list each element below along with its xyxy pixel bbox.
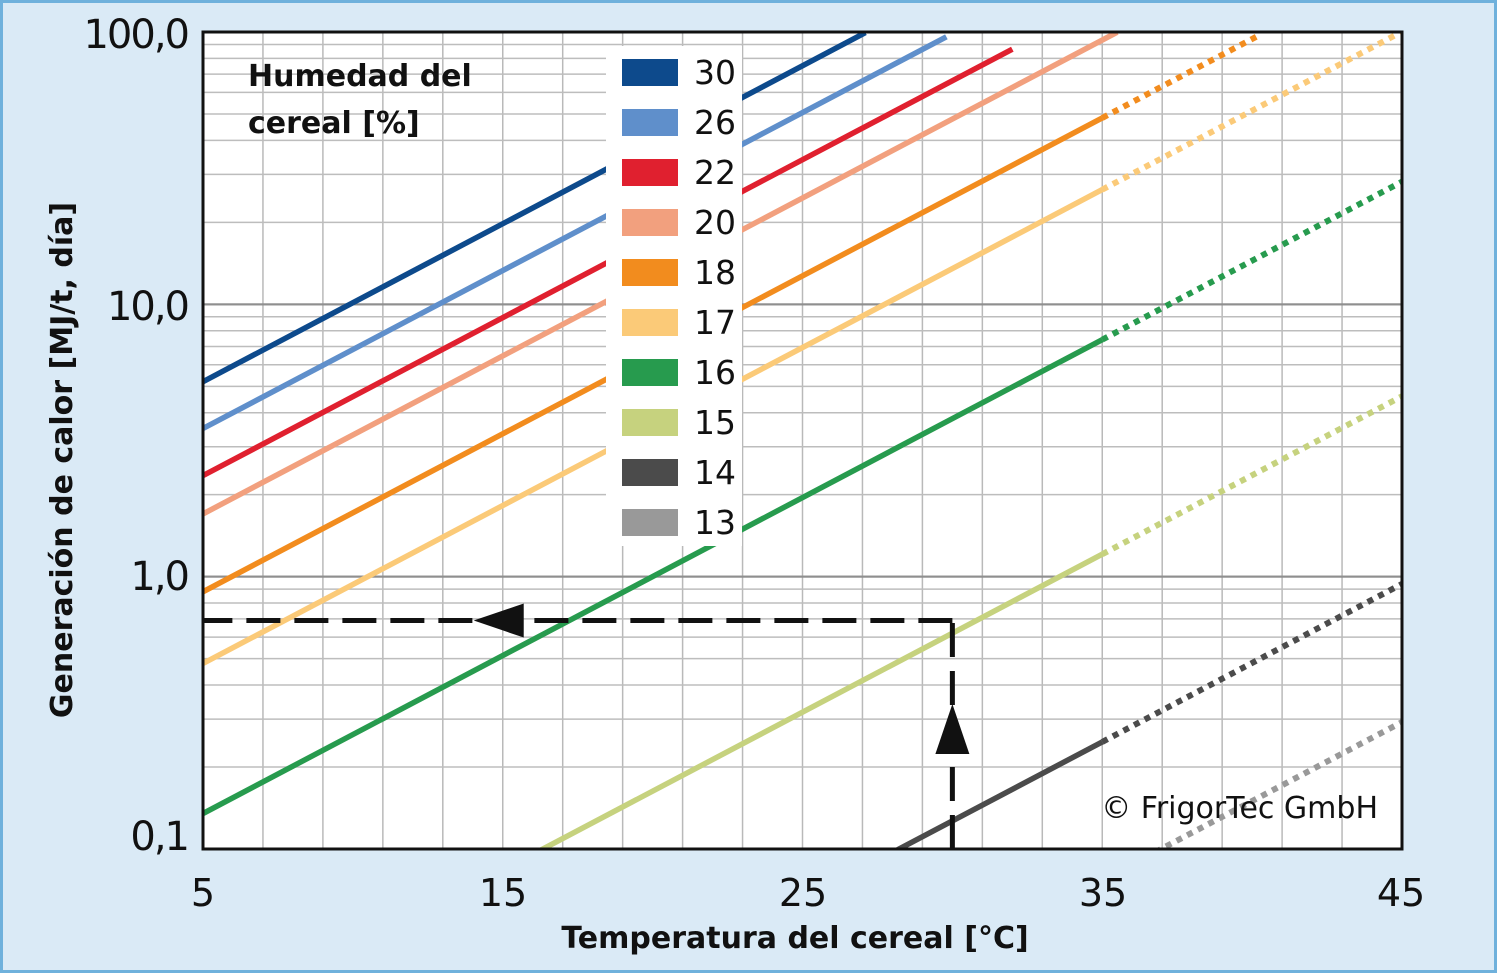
- x-tick-label: 35: [1079, 871, 1127, 915]
- annotation-layer: [203, 603, 970, 849]
- y-tick-label: 1,0: [130, 554, 188, 600]
- legend-label-16: 16: [694, 353, 736, 392]
- series-extrapolation-15: [1100, 393, 1402, 557]
- y-tick-label: 10,0: [107, 284, 188, 330]
- y-tick-label: 0,1: [130, 814, 188, 860]
- series-extrapolation-13: [1154, 719, 1402, 849]
- annotation-arrow-left: [473, 603, 524, 638]
- x-tick-label: 5: [191, 871, 215, 915]
- legend-title-line-1: Humedad del: [248, 59, 472, 94]
- y-tick-labels: 100,0 10,0 1,0 0,1: [83, 12, 190, 860]
- legend-swatch-22: [622, 159, 678, 186]
- plot-border: [201, 30, 1404, 851]
- legend-swatch-18: [622, 259, 678, 286]
- legend-swatch-30: [622, 59, 678, 86]
- legend-label-17: 17: [694, 303, 736, 342]
- legend-swatch-14: [622, 459, 678, 486]
- legend-label-14: 14: [694, 453, 736, 492]
- x-tick-label: 45: [1377, 871, 1425, 915]
- series-extrapolation-16: [1100, 179, 1402, 343]
- series-line-15: [536, 551, 1104, 849]
- annotation-arrow-up: [935, 704, 970, 754]
- y-tick-label: 100,0: [83, 12, 188, 58]
- x-tick-label: 15: [479, 871, 527, 915]
- legend-label-30: 30: [694, 53, 736, 92]
- series-extrapolation-14: [1100, 581, 1402, 745]
- series-line-26: [203, 34, 948, 431]
- legend-label-15: 15: [694, 403, 736, 442]
- x-tick-label: 25: [779, 871, 827, 915]
- x-axis-title: Temperatura del cereal [°C]: [561, 921, 1028, 956]
- legend-label-18: 18: [694, 253, 736, 292]
- grid: [203, 32, 1402, 849]
- legend-label-13: 13: [694, 503, 736, 542]
- legend-items: 30 26 22 20 18 17 16 15 14 13: [622, 53, 736, 542]
- y-axis-title: Generación de calor [MJ/t, día]: [45, 202, 80, 718]
- series-line-30: [203, 32, 867, 385]
- legend-swatch-15: [622, 409, 678, 436]
- legend-title-line-2: cereal [%]: [248, 106, 420, 141]
- series-line-14: [893, 739, 1104, 849]
- legend-label-26: 26: [694, 103, 736, 142]
- series-layer: [203, 32, 1402, 849]
- legend-swatch-17: [622, 309, 678, 336]
- series-line-16: [203, 337, 1104, 816]
- copyright-notice: © FrigorTec GmbH: [1101, 791, 1378, 826]
- legend-swatch-13: [622, 509, 678, 536]
- series-extrapolation-17: [1100, 32, 1402, 193]
- legend-label-20: 20: [694, 203, 736, 242]
- legend-label-22: 22: [694, 153, 736, 192]
- legend-swatch-16: [622, 359, 678, 386]
- legend-swatch-20: [622, 209, 678, 236]
- x-tick-labels: 5 15 25 35 45: [191, 871, 1425, 915]
- legend-swatch-26: [622, 109, 678, 136]
- series-extrapolation-18: [1100, 33, 1260, 121]
